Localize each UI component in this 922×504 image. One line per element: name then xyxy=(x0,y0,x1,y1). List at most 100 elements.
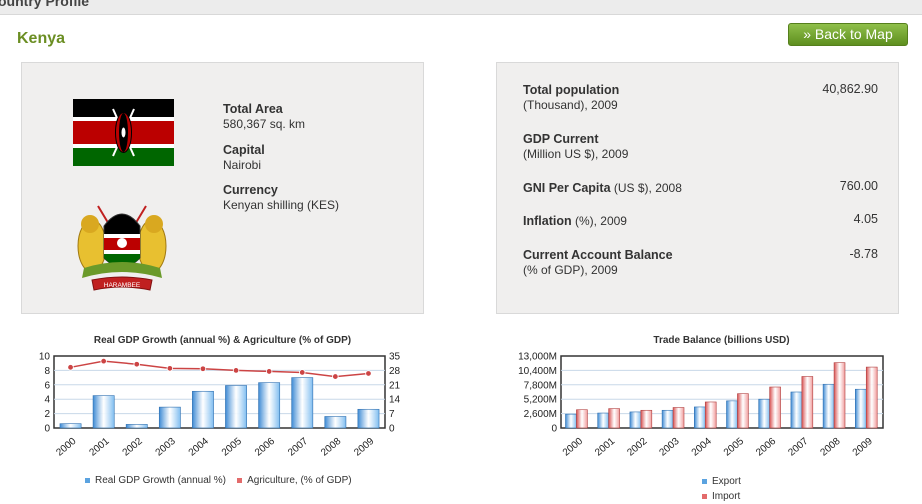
bar-export xyxy=(726,400,738,429)
currency-label: Currency xyxy=(223,183,278,197)
x-tick-label: 2003 xyxy=(154,436,178,459)
y2-tick-label: 35 xyxy=(389,352,401,363)
x-tick-label: 2007 xyxy=(786,436,810,459)
capital-value: Nairobi xyxy=(223,158,262,172)
trade-balance-chart: 13,000M 10,400M 7,800M 5,200M 2,600M 0 2000 200… xyxy=(518,352,884,459)
stat-label: GDP Current xyxy=(523,132,599,146)
stat-gdp-current: GDP Current (Million US $), 2009 xyxy=(523,132,783,162)
capital-label: Capital xyxy=(223,143,265,157)
bar-import xyxy=(801,376,814,429)
bar-export xyxy=(661,409,674,429)
y2-tick-label: 21 xyxy=(389,380,401,391)
stat-total-population: Total population (Thousand), 2009 xyxy=(523,83,783,113)
total-area: Total Area 580,367 sq. km xyxy=(223,102,305,132)
y2-tick-label: 0 xyxy=(389,424,395,435)
stat-label: Inflation xyxy=(523,214,572,228)
bar-import xyxy=(833,362,846,429)
bar-real-gdp-growth-annual- xyxy=(291,377,314,429)
x-tick-label: 2009 xyxy=(352,436,376,459)
stat-sub: (Million US $), 2009 xyxy=(523,147,629,161)
y2-tick-label: 28 xyxy=(389,366,401,377)
y-tick-label: 10,400M xyxy=(518,366,557,377)
bar-export xyxy=(790,391,803,429)
bar-export xyxy=(629,411,642,429)
y-tick-label: 8 xyxy=(44,366,50,377)
bar-real-gdp-growth-annual- xyxy=(258,382,281,429)
coat-of-arms-motto: HARAMBEE xyxy=(104,282,141,289)
stat-label: Total population xyxy=(523,83,620,97)
agriculture-point xyxy=(332,373,339,380)
page-header: ountry Profile xyxy=(0,0,922,15)
bar-import xyxy=(640,409,653,429)
bar-import xyxy=(769,386,781,429)
legend-import[interactable]: Import xyxy=(702,489,741,504)
back-to-map-button[interactable]: » Back to Map xyxy=(788,23,908,46)
y-tick-label: 7,800M xyxy=(524,380,557,391)
bar-real-gdp-growth-annual- xyxy=(158,406,181,429)
x-tick-label: 2002 xyxy=(121,436,145,459)
bar-import xyxy=(576,409,588,429)
country-name: Kenya xyxy=(17,30,66,47)
agriculture-point xyxy=(365,370,372,377)
x-tick-label: 2006 xyxy=(754,436,778,459)
x-tick-label: 2006 xyxy=(253,436,277,459)
bar-import xyxy=(608,408,620,429)
agriculture-point xyxy=(265,368,273,375)
agriculture-point xyxy=(67,364,74,371)
stat-sub: (Thousand), 2009 xyxy=(523,98,618,112)
bar-import xyxy=(865,366,878,429)
legend-agriculture[interactable]: Agriculture, (% of GDP) xyxy=(237,475,352,486)
stat-current-account: Current Account Balance (% of GDP), 2009 xyxy=(523,248,783,278)
stat-sub: (US $), 2008 xyxy=(613,181,682,195)
legend-label: Real GDP Growth (annual %) xyxy=(95,475,226,486)
bar-real-gdp-growth-annual- xyxy=(324,416,347,429)
agriculture-point xyxy=(232,367,240,374)
y-tick-label: 13,000M xyxy=(518,352,557,363)
x-tick-label: 2004 xyxy=(690,436,714,459)
legend-gdp-growth[interactable]: Real GDP Growth (annual %) xyxy=(85,475,226,486)
currency: Currency Kenyan shilling (KES) xyxy=(223,183,339,213)
gdp-chart-legend: Real GDP Growth (annual %) Agriculture, … xyxy=(85,474,375,488)
y-tick-label: 10 xyxy=(39,352,51,363)
stat-sub: (%), 2009 xyxy=(574,214,627,228)
trade-chart-legend: Export Import xyxy=(702,474,741,504)
x-tick-label: 2004 xyxy=(187,436,211,459)
stat-value: -8.78 xyxy=(849,247,879,261)
y2-tick-label: 7 xyxy=(389,409,395,420)
y-tick-label: 6 xyxy=(44,380,50,391)
agriculture-point xyxy=(299,369,306,376)
gdp-agriculture-chart: 10 8 6 4 2 0 35 28 21 14 7 0 2000 2001 2002 2003 2004 200… xyxy=(39,352,401,459)
legend-label: Import xyxy=(712,491,741,502)
x-tick-label: 2001 xyxy=(593,436,617,459)
gdp-chart-title: Real GDP Growth (annual %) & Agriculture… xyxy=(93,335,352,346)
x-tick-label: 2007 xyxy=(286,436,310,459)
economic-stats-panel: Total population (Thousand), 2009 40,862.… xyxy=(496,62,899,314)
agriculture-line xyxy=(70,360,369,378)
bar-real-gdp-growth-annual- xyxy=(357,408,380,429)
bar-export xyxy=(822,383,835,429)
bar-import xyxy=(672,407,685,429)
page-header-title: ountry Profile xyxy=(0,0,90,9)
stat-value: 40,862.90 xyxy=(822,82,878,96)
agriculture-point xyxy=(100,357,107,365)
x-tick-label: 2008 xyxy=(319,436,343,459)
bar-real-gdp-growth-annual- xyxy=(92,395,115,429)
currency-value: Kenyan shilling (KES) xyxy=(223,198,340,212)
y-tick-label: 0 xyxy=(551,424,557,435)
y-tick-label: 4 xyxy=(44,395,50,406)
bar-export xyxy=(597,412,609,429)
legend-export[interactable]: Export xyxy=(702,474,741,489)
total-area-value: 580,367 sq. km xyxy=(223,117,306,131)
coat-of-arms: HARAMBEE xyxy=(77,205,167,291)
agriculture-point xyxy=(166,365,174,372)
x-tick-label: 2005 xyxy=(722,436,746,459)
x-tick-label: 2002 xyxy=(625,436,649,459)
bar-real-gdp-growth-annual- xyxy=(59,423,82,429)
trade-chart-title: Trade Balance (billions USD) xyxy=(653,335,790,346)
y-tick-label: 2,600M xyxy=(524,409,557,420)
y-tick-label: 2 xyxy=(44,409,50,420)
agriculture-point xyxy=(199,365,207,372)
bar-real-gdp-growth-annual- xyxy=(225,385,247,429)
capital: Capital Nairobi xyxy=(223,143,265,173)
total-area-label: Total Area xyxy=(223,102,283,116)
